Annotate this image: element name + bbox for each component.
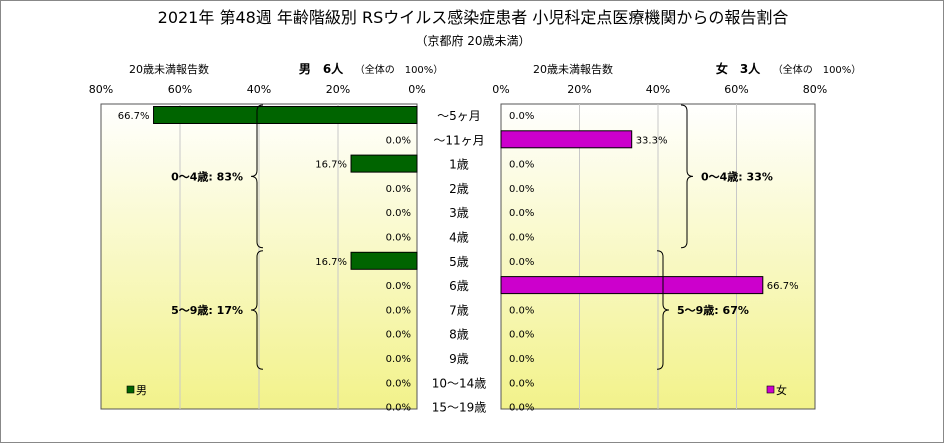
- female-header-right: 女 3人: [716, 61, 761, 76]
- category-label: 5歳: [449, 255, 469, 269]
- female-value-label: 0.0%: [509, 378, 534, 389]
- female-legend-label: 女: [776, 383, 787, 397]
- female-header-note: （全体の 100%）: [773, 63, 862, 76]
- female-value-label: 0.0%: [509, 305, 534, 316]
- male-header-note: （全体の 100%）: [355, 63, 444, 76]
- male-value-label: 0.0%: [386, 354, 411, 365]
- male-legend-label: 男: [136, 384, 147, 397]
- male-tick-label: 40%: [247, 83, 271, 96]
- female-tick-label: 0%: [492, 83, 509, 96]
- male-value-label: 0.0%: [386, 281, 411, 292]
- female-header-left: 20歳未満報告数: [533, 63, 613, 76]
- female-value-label: 0.0%: [509, 403, 534, 414]
- female-value-label: 0.0%: [509, 233, 534, 244]
- male-group-bracket: [250, 250, 264, 370]
- female-bar: [500, 276, 764, 295]
- female-value-label: 33.3%: [636, 135, 668, 146]
- category-label: 2歳: [449, 182, 469, 196]
- male-group-label: 0～4歳: 83%: [171, 169, 243, 183]
- male-tick-label: 0%: [408, 83, 425, 96]
- female-value-label: 0.0%: [509, 208, 534, 219]
- category-label: 15～19歳: [432, 401, 487, 415]
- male-value-label: 66.7%: [118, 111, 150, 122]
- female-value-label: 0.0%: [509, 354, 534, 365]
- category-label: ～11ヶ月: [433, 133, 484, 147]
- female-group-bracket: [680, 104, 694, 249]
- category-label: 10～14歳: [432, 376, 487, 390]
- chart-subtitle: （京都府 20歳未満）: [415, 33, 530, 48]
- age-group-brackets: 0～4歳: 83% 5～9歳: 17% 0～4歳: 33% 5～9歳: 67%: [171, 104, 773, 370]
- male-value-label: 16.7%: [315, 160, 347, 171]
- chart-title: 2021年 第48週 年齢階級別 RSウイルス感染症患者 小児科定点医療機関から…: [158, 8, 789, 27]
- male-bar: [350, 154, 418, 173]
- tick-labels: 80% 60% 40% 20% 0% 0% 20% 40% 60% 80%: [89, 83, 827, 96]
- category-label: 9歳: [449, 352, 469, 366]
- female-group-label: 0～4歳: 33%: [701, 169, 773, 183]
- male-value-label: 0.0%: [386, 330, 411, 341]
- female-value-label: 0.0%: [509, 160, 534, 171]
- female-tick-label: 60%: [724, 83, 748, 96]
- category-label: 7歳: [449, 303, 469, 317]
- female-group-label: 5～9歳: 67%: [677, 303, 749, 317]
- gridlines: [179, 104, 737, 409]
- female-tick-label: 20%: [567, 83, 591, 96]
- male-value-label: 0.0%: [386, 403, 411, 414]
- category-label: 8歳: [449, 328, 469, 342]
- male-bar: [350, 251, 418, 270]
- male-legend-swatch: [126, 385, 135, 394]
- female-group-bracket: [656, 250, 670, 370]
- category-label: 3歳: [449, 206, 469, 220]
- male-value-label: 0.0%: [386, 135, 411, 146]
- male-header-left: 20歳未満報告数: [129, 63, 209, 76]
- bars: [153, 106, 764, 295]
- female-bar: [500, 130, 633, 149]
- category-labels: ～5ヶ月 ～11ヶ月 1歳 2歳 3歳 4歳 5歳 6歳 7歳 8歳 9歳 10～14歳 15～19歳: [432, 109, 487, 415]
- male-value-label: 0.0%: [386, 208, 411, 219]
- male-value-label: 0.0%: [386, 305, 411, 316]
- value-labels: 66.7% 0.0% 0.0% 33.3% 16.7% 0.0% 0.0% 0.0% 0.0% 0…: [118, 111, 799, 414]
- male-tick-label: 80%: [89, 83, 113, 96]
- female-value-label: 0.0%: [509, 111, 534, 122]
- female-value-label: 66.7%: [767, 281, 799, 292]
- female-value-label: 0.0%: [509, 257, 534, 268]
- female-legend-swatch: [766, 385, 775, 394]
- male-group-bracket: [250, 104, 264, 249]
- male-group-label: 5～9歳: 17%: [171, 303, 243, 317]
- male-header-right: 男 6人: [299, 61, 344, 76]
- female-value-label: 0.0%: [509, 330, 534, 341]
- male-value-label: 16.7%: [315, 257, 347, 268]
- category-label: 6歳: [449, 279, 469, 293]
- category-label: 4歳: [449, 231, 469, 245]
- category-label: ～5ヶ月: [437, 109, 481, 123]
- category-label: 1歳: [449, 158, 469, 172]
- male-tick-label: 20%: [326, 83, 350, 96]
- male-bar: [153, 106, 418, 124]
- male-value-label: 0.0%: [386, 184, 411, 195]
- male-value-label: 0.0%: [386, 378, 411, 389]
- male-tick-label: 60%: [168, 83, 192, 96]
- male-value-label: 0.0%: [386, 233, 411, 244]
- female-tick-label: 80%: [803, 83, 827, 96]
- female-value-label: 0.0%: [509, 184, 534, 195]
- female-tick-label: 40%: [646, 83, 670, 96]
